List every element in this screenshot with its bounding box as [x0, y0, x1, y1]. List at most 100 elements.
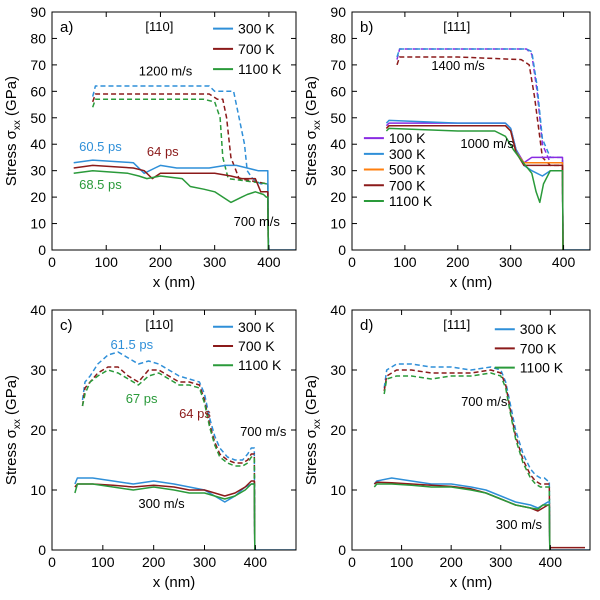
legend-label: 300 K — [389, 146, 426, 162]
y-tick-label: 90 — [330, 4, 346, 20]
chart-panel: 0 100 200 300 400 0 10 20 30 40 x (nm) Stress σxx (… — [3, 302, 297, 591]
x-axis-label: x (nm) — [450, 574, 493, 591]
annotation: 300 m/s — [496, 517, 543, 532]
panel-label: c) — [60, 317, 73, 334]
annotation: 64 ps — [179, 406, 211, 421]
y-tick-label: 80 — [330, 30, 346, 46]
axes-frame — [351, 11, 591, 251]
annotation: 1000 m/s — [460, 136, 514, 151]
x-tick-label: 400 — [552, 254, 576, 270]
x-tick-label: 100 — [95, 254, 119, 270]
x-tick-label: 0 — [348, 254, 356, 270]
y-tick-label: 70 — [330, 57, 346, 73]
x-tick-label: 200 — [439, 554, 463, 570]
y-tick-label: 40 — [30, 302, 46, 318]
x-tick-label: 200 — [142, 554, 166, 570]
y-tick-label: 30 — [30, 362, 46, 378]
y-tick-label: 20 — [30, 189, 46, 205]
y-tick-label: 20 — [330, 422, 346, 438]
chart-panel: 0 100 200 300 400 0 10 20 30 40 x (nm) Stress σxx (… — [303, 302, 591, 591]
annotation: 60.5 ps — [79, 139, 122, 154]
x-tick-label: 300 — [489, 554, 513, 570]
series-line — [91, 93, 270, 250]
y-tick-label: 60 — [30, 83, 46, 99]
y-axis-label: Stress σxx (GPa) — [3, 76, 23, 186]
y-tick-label: 30 — [330, 163, 346, 179]
y-tick-label: 40 — [330, 136, 346, 152]
series-line — [74, 480, 256, 550]
x-tick-label: 300 — [203, 254, 227, 270]
annotation: 68.5 ps — [79, 177, 122, 192]
y-tick-label: 10 — [330, 216, 346, 232]
legend-label: 1100 K — [238, 61, 282, 77]
x-axis-label: x (nm) — [153, 574, 196, 591]
series-line — [73, 164, 270, 250]
annotation: 1200 m/s — [139, 63, 193, 78]
x-axis-label: x (nm) — [153, 274, 196, 291]
series-line — [81, 351, 257, 550]
y-axis-label-main: Stress σ — [3, 129, 20, 186]
y-axis-label: Stress σxx (GPa) — [303, 76, 323, 186]
annotation: 700 m/s — [234, 214, 281, 229]
series-line — [385, 124, 564, 250]
y-tick-label: 60 — [330, 83, 346, 99]
y-tick-label: 50 — [330, 110, 346, 126]
series-line — [81, 366, 256, 550]
y-axis-label-sub: xx — [12, 419, 23, 429]
chart-panel: 0 100 200 300 400 0 10 20 30 40 50 60 70 80 90 x (nm) St… — [303, 4, 591, 291]
direction-label: [111] — [443, 317, 470, 332]
y-tick-label: 0 — [338, 542, 346, 558]
y-tick-label: 30 — [30, 163, 46, 179]
legend-label: 700 K — [238, 338, 275, 354]
panel-label: a) — [60, 19, 73, 36]
direction-label: [111] — [443, 19, 470, 34]
annotation: 67 ps — [126, 391, 158, 406]
series-line — [81, 369, 256, 550]
y-axis-label: Stress σxx (GPa) — [3, 375, 23, 485]
y-axis-label-sub: xx — [312, 120, 323, 130]
y-axis-label-unit: (GPa) — [303, 375, 320, 419]
direction-label: [110] — [145, 19, 173, 34]
y-tick-label: 10 — [30, 216, 46, 232]
chart-panel: 0 100 200 300 400 0 10 20 30 40 50 60 70 80 90 x (nm) St… — [3, 4, 297, 291]
series-line — [73, 169, 270, 250]
y-axis-label-sub: xx — [12, 120, 23, 130]
y-tick-label: 80 — [30, 30, 46, 46]
y-axis-label-main: Stress σ — [303, 129, 320, 186]
y-tick-label: 20 — [30, 422, 46, 438]
y-tick-label: 0 — [338, 242, 346, 258]
y-tick-label: 30 — [330, 362, 346, 378]
series-line — [385, 127, 564, 250]
x-tick-label: 400 — [244, 554, 268, 570]
annotation: 1400 m/s — [431, 58, 485, 73]
y-tick-label: 0 — [38, 242, 46, 258]
x-tick-label: 100 — [393, 254, 417, 270]
y-tick-label: 50 — [30, 110, 46, 126]
series-line — [91, 98, 270, 250]
x-tick-label: 0 — [48, 254, 56, 270]
legend-label: 300 K — [238, 319, 275, 335]
panel-label: b) — [360, 19, 373, 36]
y-tick-label: 20 — [330, 189, 346, 205]
y-tick-label: 10 — [30, 482, 46, 498]
y-axis-label-unit: (GPa) — [303, 76, 320, 120]
x-tick-label: 100 — [91, 554, 115, 570]
annotation: 64 ps — [147, 144, 179, 159]
annotation: 700 m/s — [240, 424, 287, 439]
x-tick-label: 200 — [446, 254, 470, 270]
y-tick-label: 0 — [38, 542, 46, 558]
y-axis-label-main: Stress σ — [303, 428, 320, 485]
x-tick-label: 300 — [193, 554, 217, 570]
series-line — [373, 483, 551, 550]
series-line — [373, 477, 590, 550]
axes-frame — [51, 11, 297, 251]
direction-label: [110] — [145, 317, 173, 332]
annotation: 61.5 ps — [110, 337, 153, 352]
y-tick-label: 70 — [30, 57, 46, 73]
legend-label: 700 K — [238, 41, 275, 57]
series-line — [383, 372, 551, 550]
x-tick-label: 100 — [390, 554, 414, 570]
panel-label: d) — [360, 317, 373, 334]
y-axis-label: Stress σxx (GPa) — [303, 375, 323, 485]
y-axis-label-unit: (GPa) — [3, 375, 20, 419]
